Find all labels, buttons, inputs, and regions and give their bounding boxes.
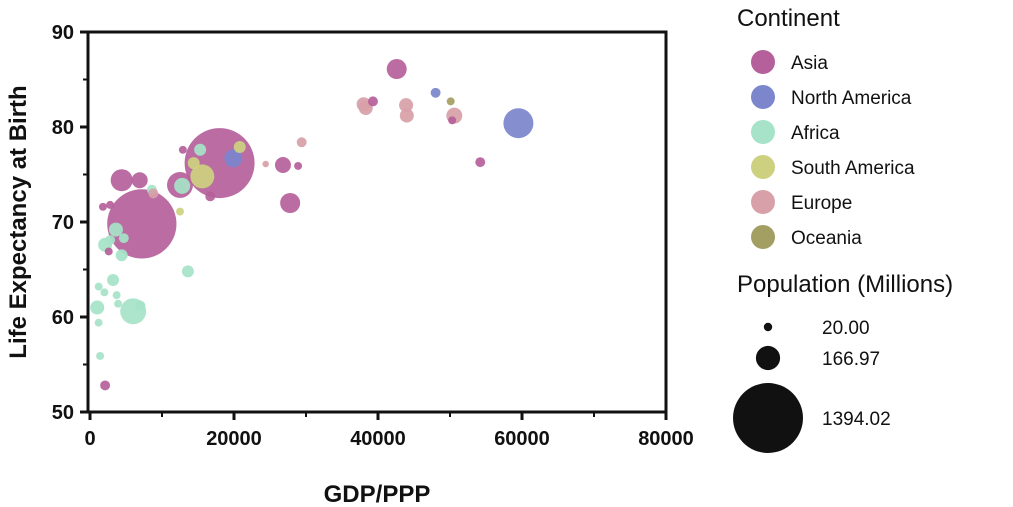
x-tick-label: 80000	[638, 428, 694, 450]
legend-item-north-america: North America	[751, 85, 912, 109]
bubble-asia	[98, 202, 107, 211]
legend-label: Europe	[791, 193, 852, 214]
x-tick-label: 0	[84, 428, 95, 450]
legend-swatch	[751, 50, 775, 74]
size-legend: 20.00 166.97 1394.02	[733, 318, 891, 453]
size-legend-label: 20.00	[822, 318, 870, 339]
legend-swatch	[751, 155, 775, 179]
bubble-europe	[262, 160, 269, 168]
continent-legend: Asia North America Africa South America Euro…	[751, 50, 915, 249]
bubble-north-america	[224, 149, 243, 168]
bubble-asia	[274, 156, 291, 174]
bubble-south-america	[176, 207, 184, 216]
bubble-asia	[294, 161, 303, 170]
bubble-south-america	[233, 140, 246, 153]
y-tick-label: 80	[52, 117, 74, 139]
size-legend-item: 1394.02	[733, 383, 891, 453]
y-axis-title: Life Expectancy at Birth	[5, 85, 32, 358]
bubble-south-america	[187, 157, 200, 170]
legend-swatch	[751, 190, 775, 214]
bubble-asia	[368, 96, 378, 107]
bubble-asia	[448, 116, 457, 125]
size-legend-item: 20.00	[763, 318, 870, 339]
bubble-africa	[94, 318, 103, 327]
bubble-africa	[100, 288, 109, 297]
bubble-asia	[104, 247, 113, 256]
legend-label: Asia	[791, 53, 828, 74]
bubble-north-america	[430, 87, 441, 98]
legend-label: South America	[791, 158, 915, 179]
bubble-africa	[96, 351, 105, 360]
bubble-africa	[194, 143, 207, 156]
legend-item-asia: Asia	[751, 50, 828, 74]
x-tick-label: 40000	[350, 428, 406, 450]
legend-label: Oceania	[791, 228, 862, 249]
bubble-oceania	[446, 97, 455, 106]
size-legend-item: 166.97	[755, 345, 880, 371]
bubble-africa	[108, 222, 123, 237]
legend-item-oceania: Oceania	[751, 225, 862, 249]
bubble-north-america	[503, 108, 534, 139]
x-axis-title: GDP/PPP	[324, 481, 431, 507]
bubble-europe	[399, 108, 414, 123]
bubble-asia	[205, 191, 216, 202]
axes-layer: 0 20000 40000 60000 80000 50 60 70 80 90	[52, 22, 694, 450]
bubble-asia	[100, 380, 111, 391]
bubble-asia	[178, 145, 187, 154]
legend-swatch	[751, 225, 775, 249]
bubble-asia	[106, 200, 115, 209]
size-legend-label: 166.97	[822, 349, 880, 370]
bubble-africa	[112, 291, 121, 300]
bubble-asia	[131, 172, 148, 189]
bubble-africa	[115, 249, 128, 262]
size-legend-circle	[733, 383, 803, 453]
bubble-africa	[135, 300, 146, 311]
y-tick-label: 50	[52, 402, 74, 424]
legend-item-south-america: South America	[751, 155, 915, 179]
bubble-asia	[280, 192, 301, 214]
bubble-africa	[94, 282, 103, 291]
y-tick-label: 90	[52, 22, 74, 44]
bubble-africa	[114, 299, 123, 308]
legend-label: Africa	[791, 123, 840, 144]
bubble-africa	[118, 233, 129, 244]
bubble-africa	[181, 265, 194, 278]
bubble-asia	[110, 169, 133, 192]
size-legend-circle	[755, 345, 781, 371]
bubble-europe	[399, 98, 414, 113]
bubble-africa	[107, 273, 120, 286]
legend-title: Continent	[737, 5, 840, 32]
bubble-africa	[174, 177, 191, 194]
legend-label: North America	[791, 88, 912, 109]
bubble-asia	[386, 59, 407, 80]
x-tick-label: 60000	[494, 428, 550, 450]
bubbles-layer	[90, 59, 534, 391]
bubble-europe	[296, 137, 307, 148]
bubble-africa	[90, 300, 105, 315]
legend-swatch	[751, 85, 775, 109]
legend-item-europe: Europe	[751, 190, 852, 214]
bubble-europe	[148, 188, 159, 199]
legend-item-africa: Africa	[751, 120, 840, 144]
bubble-south-america	[190, 164, 215, 189]
legend-swatch	[751, 120, 775, 144]
size-legend-circle	[763, 322, 773, 332]
bubble-asia	[475, 157, 486, 168]
x-tick-label: 20000	[206, 428, 262, 450]
size-legend-title: Population (Millions)	[737, 271, 953, 298]
y-tick-label: 60	[52, 307, 74, 329]
y-tick-label: 70	[52, 212, 74, 234]
size-legend-label: 1394.02	[822, 409, 891, 430]
bubble-africa	[105, 235, 116, 246]
